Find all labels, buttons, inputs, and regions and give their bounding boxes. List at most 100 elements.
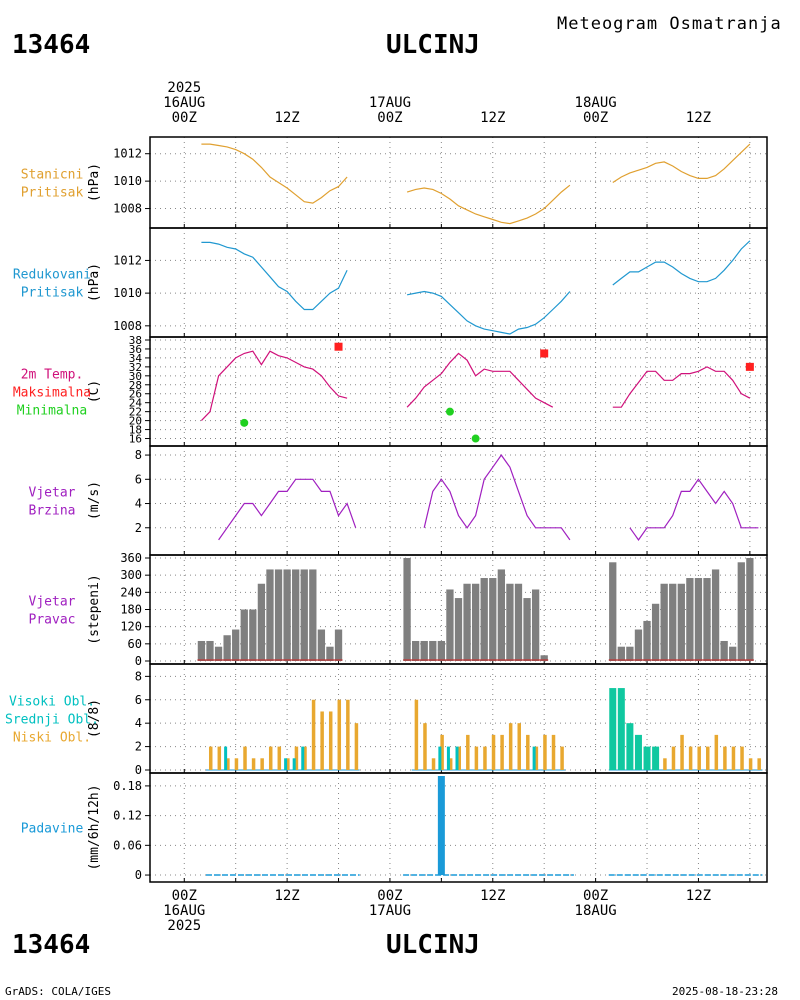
y-tick-label: 0.18 — [113, 779, 142, 793]
y-axis-title: (hPa) — [87, 163, 102, 202]
bottom-axis-label: 00Z — [377, 888, 402, 904]
station-name-top: ULCINJ — [386, 30, 480, 60]
low-cloud-bar — [346, 699, 350, 770]
high-cloud-bar — [617, 688, 625, 770]
low-cloud-bar — [251, 758, 256, 770]
low-cloud-bar — [706, 746, 710, 770]
wind-direction-bar — [523, 598, 531, 661]
wind-direction-bar — [694, 578, 703, 661]
y-axis-title: (hPa) — [87, 263, 102, 302]
low-cloud-bar — [328, 711, 333, 770]
wind-direction-bar — [206, 640, 214, 661]
wind-direction-bar — [326, 646, 334, 661]
wind-direction-bar — [283, 569, 291, 661]
top-axis-label: 17AUG — [369, 95, 411, 111]
wind-direction-bar — [737, 562, 745, 661]
wind-direction-bar — [669, 583, 677, 661]
wind-direction-bar — [634, 629, 643, 661]
wind-direction-bar — [711, 569, 720, 661]
wind-direction-bar — [214, 646, 223, 661]
footer-timestamp: 2025-08-18-23:28 — [672, 985, 778, 998]
bottom-axis-label: 12Z — [480, 888, 505, 904]
low-cloud-bar — [234, 758, 239, 770]
low-cloud-bar — [354, 723, 359, 770]
y-tick-label: 28 — [129, 379, 142, 392]
low-cloud-bar — [474, 746, 479, 770]
y-axis-title: (m/s) — [87, 481, 102, 520]
y-tick-label: 120 — [120, 620, 142, 634]
top-axis-label: 00Z — [583, 110, 608, 126]
low-cloud-bar — [483, 746, 487, 770]
y-tick-label: 38 — [129, 334, 142, 347]
low-cloud-bar — [500, 734, 504, 770]
bottom-axis-label: 12Z — [686, 888, 711, 904]
low-cloud-bar — [243, 746, 247, 770]
y-tick-label: 0.12 — [113, 809, 142, 823]
low-cloud-bar — [311, 699, 316, 770]
high-cloud-bar — [609, 688, 617, 770]
y-tick-label: 22 — [129, 406, 142, 419]
low-cloud-bar — [517, 723, 521, 770]
wind-direction-bar — [686, 578, 694, 661]
mid-cloud-bar — [455, 746, 459, 770]
top-axis-label: 12Z — [480, 110, 505, 126]
low-cloud-bar — [440, 734, 444, 770]
low-cloud-bar — [457, 746, 461, 770]
wind-direction-bar — [232, 629, 240, 661]
mid-cloud-bar — [532, 746, 536, 770]
wind-direction-bar — [471, 583, 480, 661]
low-cloud-bar — [226, 758, 230, 770]
y-axis-title: (stepeni) — [87, 574, 102, 644]
y-tick-label: 6 — [135, 693, 142, 707]
series-line — [218, 478, 357, 541]
wind-direction-bar — [514, 583, 523, 661]
low-cloud-bar — [731, 746, 736, 770]
panel-label: Redukovani — [13, 268, 91, 283]
y-tick-label: 18 — [129, 424, 142, 437]
wind-direction-bar — [617, 646, 625, 661]
low-cloud-bar — [508, 723, 513, 770]
wind-direction-bar — [720, 640, 728, 661]
top-axis-label: 12Z — [686, 110, 711, 126]
panel-precip: 0 0.06 0.12 0.18 (mm/6h/12h)Padavine — [21, 772, 768, 883]
y-tick-label: 24 — [129, 397, 143, 410]
y-tick-label: 300 — [120, 568, 142, 582]
precip-bar — [437, 776, 445, 876]
wind-direction-bar — [266, 569, 274, 661]
series-line — [423, 454, 571, 541]
wind-direction-bar — [609, 562, 617, 661]
low-cloud-bar — [466, 734, 470, 770]
low-cloud-bar — [671, 746, 676, 770]
tmax-marker — [334, 342, 343, 351]
wind-direction-bar — [317, 629, 326, 661]
tmax-marker — [745, 362, 754, 371]
low-cloud-bar — [551, 734, 556, 770]
series-line — [201, 143, 348, 204]
series-line — [612, 240, 751, 286]
panel-label: Vjetar — [29, 595, 76, 610]
chart-title: Meteogram Osmatranja — [557, 14, 782, 34]
panel-wind_speed: 2 4 6 8 (m/s) Vjetar Brzina — [29, 445, 768, 556]
top-axis-label: 12Z — [274, 110, 299, 126]
y-tick-label: 1012 — [113, 253, 142, 267]
wind-direction-bar — [540, 655, 548, 661]
series-line — [406, 184, 571, 225]
low-cloud-bar — [268, 746, 273, 770]
top-axis-label: 00Z — [377, 110, 402, 126]
panel-cloud: 0 2 4 6 8 (8/8)Visoki Obl. Srednji Obl. Niski O… — [5, 663, 768, 777]
top-axis-label: 00Z — [172, 110, 197, 126]
low-cloud-bar — [688, 746, 693, 770]
bottom-axis-label: 17AUG — [369, 903, 411, 919]
low-cloud-bar — [526, 734, 530, 770]
top-axis-label: 2025 — [167, 80, 201, 96]
wind-direction-bar — [420, 640, 428, 661]
top-axis-label: 18AUG — [575, 95, 617, 111]
series-line — [406, 352, 554, 408]
low-cloud-bar — [740, 746, 744, 770]
wind-direction-bar — [746, 558, 754, 661]
y-axis-title: (C) — [87, 380, 102, 403]
wind-direction-bar — [274, 569, 283, 661]
panel-wind_direction: 0 60 120 180 240 300 360 (stepeni) Vjetar Pravac — [29, 551, 768, 668]
high-cloud-bar — [652, 746, 660, 770]
